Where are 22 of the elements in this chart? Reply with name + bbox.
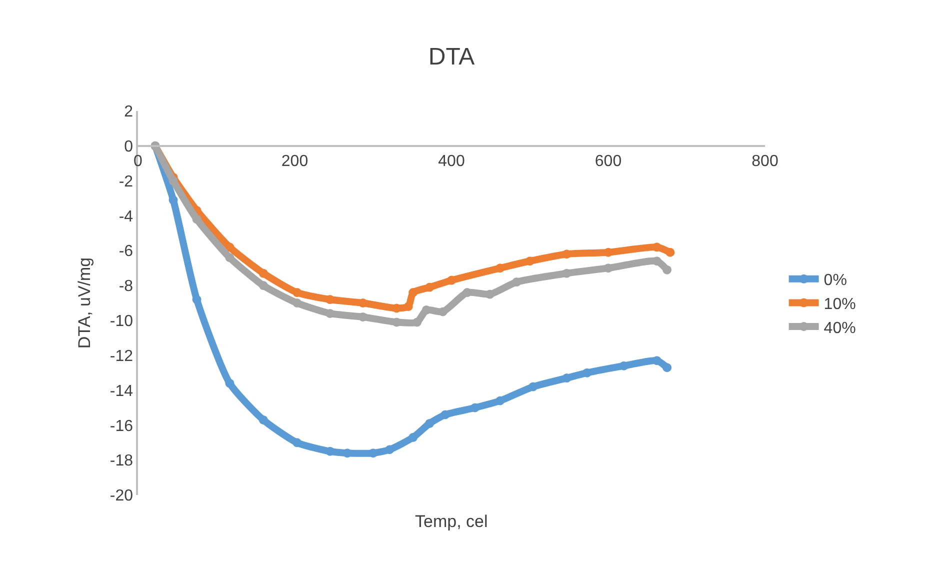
y-tick-label: -10	[110, 313, 134, 330]
x-axis-title: Temp, cel	[415, 512, 488, 531]
x-tick-label: 200	[281, 152, 308, 170]
y-tick-label: -8	[118, 278, 134, 296]
x-tick-label: 600	[594, 152, 622, 170]
y-tick-label: -12	[110, 348, 134, 365]
y-tick-label: -16	[110, 418, 134, 435]
y-tick-label: -14	[110, 382, 134, 400]
y-tick-label: -20	[110, 488, 134, 505]
y-tick-label: -4	[118, 208, 134, 226]
y-axis-title: DTA, uV/mg	[74, 257, 94, 349]
legend-label: 0%	[824, 272, 847, 290]
chart-title: DTA	[428, 44, 475, 71]
y-tick-label: -6	[118, 243, 134, 260]
legend-label: 10%	[824, 296, 856, 313]
y-tick-label: -2	[118, 173, 134, 190]
x-tick-label: 400	[438, 152, 465, 170]
legend-label: 40%	[824, 320, 856, 337]
y-tick-label: 2	[124, 104, 134, 121]
x-tick-label: 800	[752, 152, 778, 170]
y-tick-label: 0	[124, 138, 134, 156]
y-tick-label: -18	[110, 452, 134, 470]
